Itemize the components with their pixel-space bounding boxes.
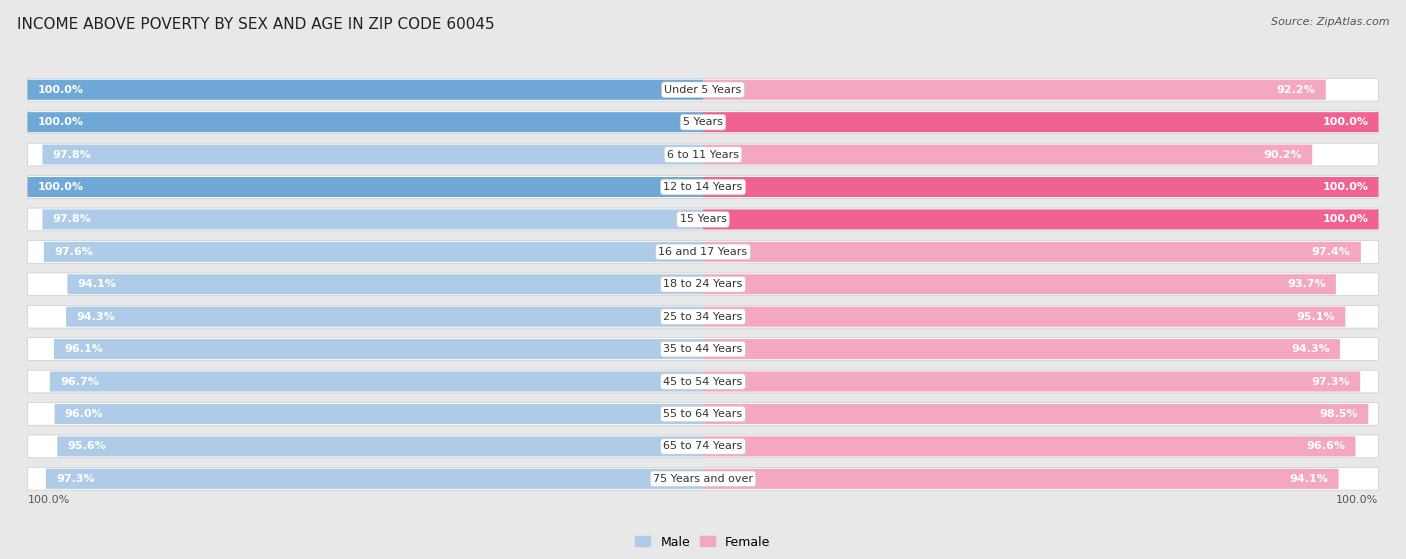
FancyBboxPatch shape	[28, 402, 1378, 425]
FancyBboxPatch shape	[44, 242, 703, 262]
Text: 25 to 34 Years: 25 to 34 Years	[664, 312, 742, 321]
Text: 15 Years: 15 Years	[679, 215, 727, 225]
Text: 6 to 11 Years: 6 to 11 Years	[666, 150, 740, 160]
FancyBboxPatch shape	[28, 80, 703, 100]
Text: 92.2%: 92.2%	[1277, 85, 1316, 95]
FancyBboxPatch shape	[703, 274, 1336, 295]
Text: 97.4%: 97.4%	[1312, 247, 1351, 257]
Text: 98.5%: 98.5%	[1320, 409, 1358, 419]
FancyBboxPatch shape	[703, 177, 1378, 197]
Text: 96.0%: 96.0%	[65, 409, 104, 419]
FancyBboxPatch shape	[42, 210, 703, 230]
Text: 94.1%: 94.1%	[1289, 474, 1329, 484]
FancyBboxPatch shape	[28, 177, 703, 197]
Text: 65 to 74 Years: 65 to 74 Years	[664, 442, 742, 451]
FancyBboxPatch shape	[28, 338, 1378, 361]
FancyBboxPatch shape	[703, 112, 1378, 132]
FancyBboxPatch shape	[703, 242, 1361, 262]
Text: 93.7%: 93.7%	[1286, 280, 1326, 289]
FancyBboxPatch shape	[703, 210, 1378, 230]
Text: Under 5 Years: Under 5 Years	[665, 85, 741, 95]
FancyBboxPatch shape	[67, 274, 703, 295]
Text: 35 to 44 Years: 35 to 44 Years	[664, 344, 742, 354]
Text: 12 to 14 Years: 12 to 14 Years	[664, 182, 742, 192]
FancyBboxPatch shape	[703, 469, 1339, 489]
Text: 94.3%: 94.3%	[76, 312, 115, 321]
FancyBboxPatch shape	[55, 404, 703, 424]
Text: 96.7%: 96.7%	[60, 377, 98, 386]
Text: 18 to 24 Years: 18 to 24 Years	[664, 280, 742, 289]
FancyBboxPatch shape	[28, 467, 1378, 490]
Text: 5 Years: 5 Years	[683, 117, 723, 127]
Text: Source: ZipAtlas.com: Source: ZipAtlas.com	[1271, 17, 1389, 27]
Text: 75 Years and over: 75 Years and over	[652, 474, 754, 484]
FancyBboxPatch shape	[49, 372, 703, 392]
Text: 90.2%: 90.2%	[1264, 150, 1302, 160]
FancyBboxPatch shape	[28, 305, 1378, 328]
FancyBboxPatch shape	[703, 307, 1346, 327]
FancyBboxPatch shape	[28, 273, 1378, 296]
Text: 97.3%: 97.3%	[56, 474, 94, 484]
Text: 100.0%: 100.0%	[38, 85, 84, 95]
Text: 95.6%: 95.6%	[67, 442, 107, 451]
FancyBboxPatch shape	[53, 339, 703, 359]
Text: 97.6%: 97.6%	[53, 247, 93, 257]
FancyBboxPatch shape	[28, 208, 1378, 231]
FancyBboxPatch shape	[703, 437, 1355, 456]
FancyBboxPatch shape	[28, 176, 1378, 198]
Text: 100.0%: 100.0%	[38, 117, 84, 127]
Legend: Male, Female: Male, Female	[630, 530, 776, 553]
FancyBboxPatch shape	[28, 112, 703, 132]
FancyBboxPatch shape	[28, 143, 1378, 166]
Text: 97.3%: 97.3%	[1312, 377, 1350, 386]
Text: 94.1%: 94.1%	[77, 280, 117, 289]
Text: 100.0%: 100.0%	[1322, 117, 1368, 127]
Text: 94.3%: 94.3%	[1291, 344, 1330, 354]
Text: 95.1%: 95.1%	[1296, 312, 1336, 321]
FancyBboxPatch shape	[703, 404, 1368, 424]
Text: 45 to 54 Years: 45 to 54 Years	[664, 377, 742, 386]
Text: 97.8%: 97.8%	[52, 150, 91, 160]
FancyBboxPatch shape	[46, 469, 703, 489]
Text: INCOME ABOVE POVERTY BY SEX AND AGE IN ZIP CODE 60045: INCOME ABOVE POVERTY BY SEX AND AGE IN Z…	[17, 17, 495, 32]
FancyBboxPatch shape	[703, 339, 1340, 359]
FancyBboxPatch shape	[703, 145, 1312, 165]
Text: 100.0%: 100.0%	[1322, 215, 1368, 225]
FancyBboxPatch shape	[28, 240, 1378, 263]
FancyBboxPatch shape	[28, 111, 1378, 134]
FancyBboxPatch shape	[42, 145, 703, 165]
Text: 100.0%: 100.0%	[38, 182, 84, 192]
Text: 100.0%: 100.0%	[1322, 182, 1368, 192]
FancyBboxPatch shape	[28, 370, 1378, 393]
Text: 100.0%: 100.0%	[28, 495, 70, 505]
FancyBboxPatch shape	[66, 307, 703, 327]
FancyBboxPatch shape	[703, 372, 1360, 392]
FancyBboxPatch shape	[703, 80, 1326, 100]
FancyBboxPatch shape	[28, 435, 1378, 458]
Text: 96.6%: 96.6%	[1306, 442, 1346, 451]
Text: 55 to 64 Years: 55 to 64 Years	[664, 409, 742, 419]
Text: 97.8%: 97.8%	[52, 215, 91, 225]
Text: 96.1%: 96.1%	[65, 344, 103, 354]
FancyBboxPatch shape	[28, 78, 1378, 101]
Text: 100.0%: 100.0%	[1336, 495, 1378, 505]
FancyBboxPatch shape	[58, 437, 703, 456]
Text: 16 and 17 Years: 16 and 17 Years	[658, 247, 748, 257]
